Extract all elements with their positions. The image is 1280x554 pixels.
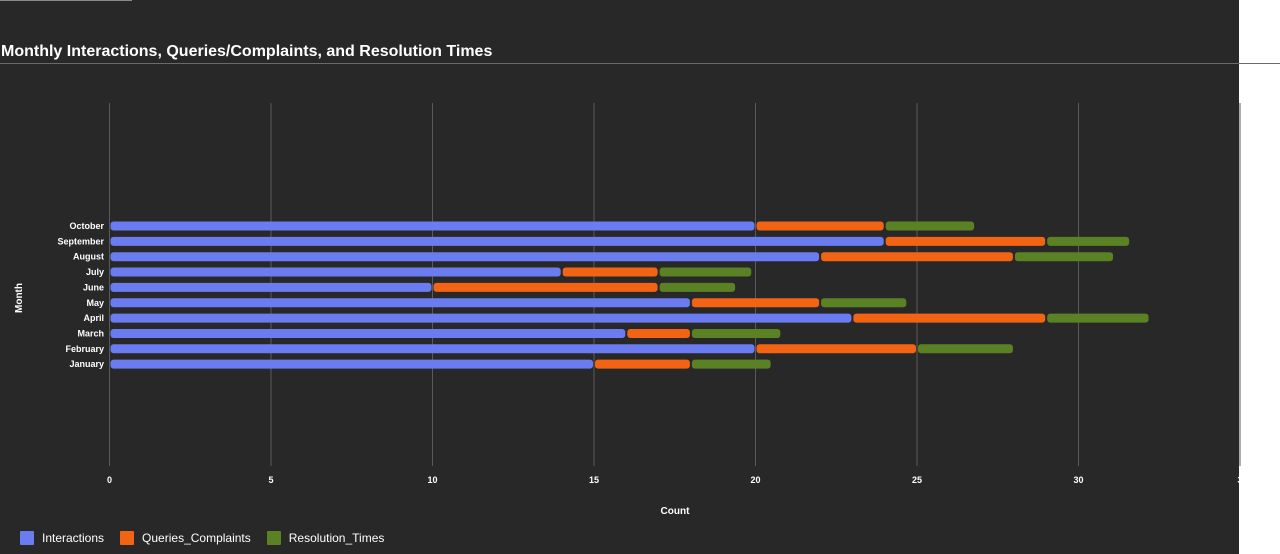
title-divider (0, 63, 1280, 64)
bar-interactions (110, 313, 852, 323)
y-category-label: May (86, 298, 104, 308)
bar-queries-complaints (756, 344, 916, 354)
bar-resolution-times (885, 221, 975, 231)
bar-resolution-times (659, 282, 736, 292)
y-category-label: July (86, 267, 104, 277)
legend-swatch (20, 531, 34, 545)
bar-interactions (110, 236, 884, 246)
legend-item[interactable]: Interactions (20, 531, 104, 545)
chart-title: Monthly Interactions, Queries/Complaints… (1, 43, 493, 60)
bar-queries-complaints (433, 282, 658, 292)
bar-interactions (110, 344, 755, 354)
bar-queries-complaints (595, 359, 690, 369)
legend-item[interactable]: Queries_Complaints (120, 531, 251, 545)
x-axis-label: Count (661, 506, 691, 517)
bar-resolution-times (821, 298, 907, 308)
x-tick-label: 25 (912, 475, 922, 485)
legend-swatch (266, 531, 281, 545)
bar-queries-complaints (756, 221, 884, 231)
bar-queries-complaints (562, 267, 658, 277)
bar-queries-complaints (885, 236, 1046, 246)
bar-interactions (110, 298, 690, 308)
x-tick-label: 3 (1237, 475, 1242, 485)
chart-panel (0, 0, 1239, 554)
y-axis-label: Month (14, 283, 25, 313)
bar-interactions (110, 252, 820, 262)
x-tick-label: 0 (107, 475, 112, 485)
legend-label: Resolution_Times (288, 531, 385, 545)
bar-resolution-times (1047, 236, 1130, 246)
bar-interactions (110, 221, 755, 231)
x-tick-label: 30 (1073, 475, 1083, 485)
bar-interactions (110, 267, 561, 277)
bar-resolution-times (659, 267, 752, 277)
y-category-label: March (77, 328, 104, 338)
y-category-labels: January February March April May June July Augu… (57, 221, 104, 369)
legend-item[interactable]: Resolution_Times (266, 531, 385, 545)
y-category-label: June (83, 282, 104, 292)
legend: Interactions Queries_Complaints Resolution… (20, 531, 400, 545)
bar-queries-complaints (853, 313, 1046, 323)
y-category-label: September (57, 236, 104, 246)
x-tick-label: 15 (589, 475, 599, 485)
x-tick-label: 5 (268, 475, 273, 485)
bar-resolution-times (691, 328, 781, 338)
grid-lines (109, 103, 1241, 466)
x-tick-label: 20 (750, 475, 760, 485)
bar-interactions (110, 359, 593, 369)
bar-interactions (110, 328, 626, 338)
bar-resolution-times (1047, 313, 1149, 323)
y-category-label: October (69, 221, 104, 231)
bar-interactions (110, 282, 432, 292)
y-category-label: February (65, 344, 104, 354)
legend-swatch (120, 531, 135, 545)
y-category-label: August (73, 252, 104, 262)
bars (110, 221, 1149, 369)
y-category-label: April (83, 313, 104, 323)
top-tab-indicator (0, 0, 132, 1)
legend-label: Queries_Complaints (142, 531, 251, 545)
bar-queries-complaints (627, 328, 690, 338)
y-category-label: January (69, 359, 104, 369)
bar-queries-complaints (691, 298, 820, 308)
bar-queries-complaints (821, 252, 1013, 262)
bar-resolution-times (691, 359, 771, 369)
x-tick-label: 10 (427, 475, 437, 485)
bar-resolution-times (1014, 252, 1114, 262)
bar-resolution-times (918, 344, 1013, 354)
x-tick-labels: 0 5 10 15 20 25 30 3 (107, 475, 1243, 485)
legend-label: Interactions (42, 531, 105, 545)
